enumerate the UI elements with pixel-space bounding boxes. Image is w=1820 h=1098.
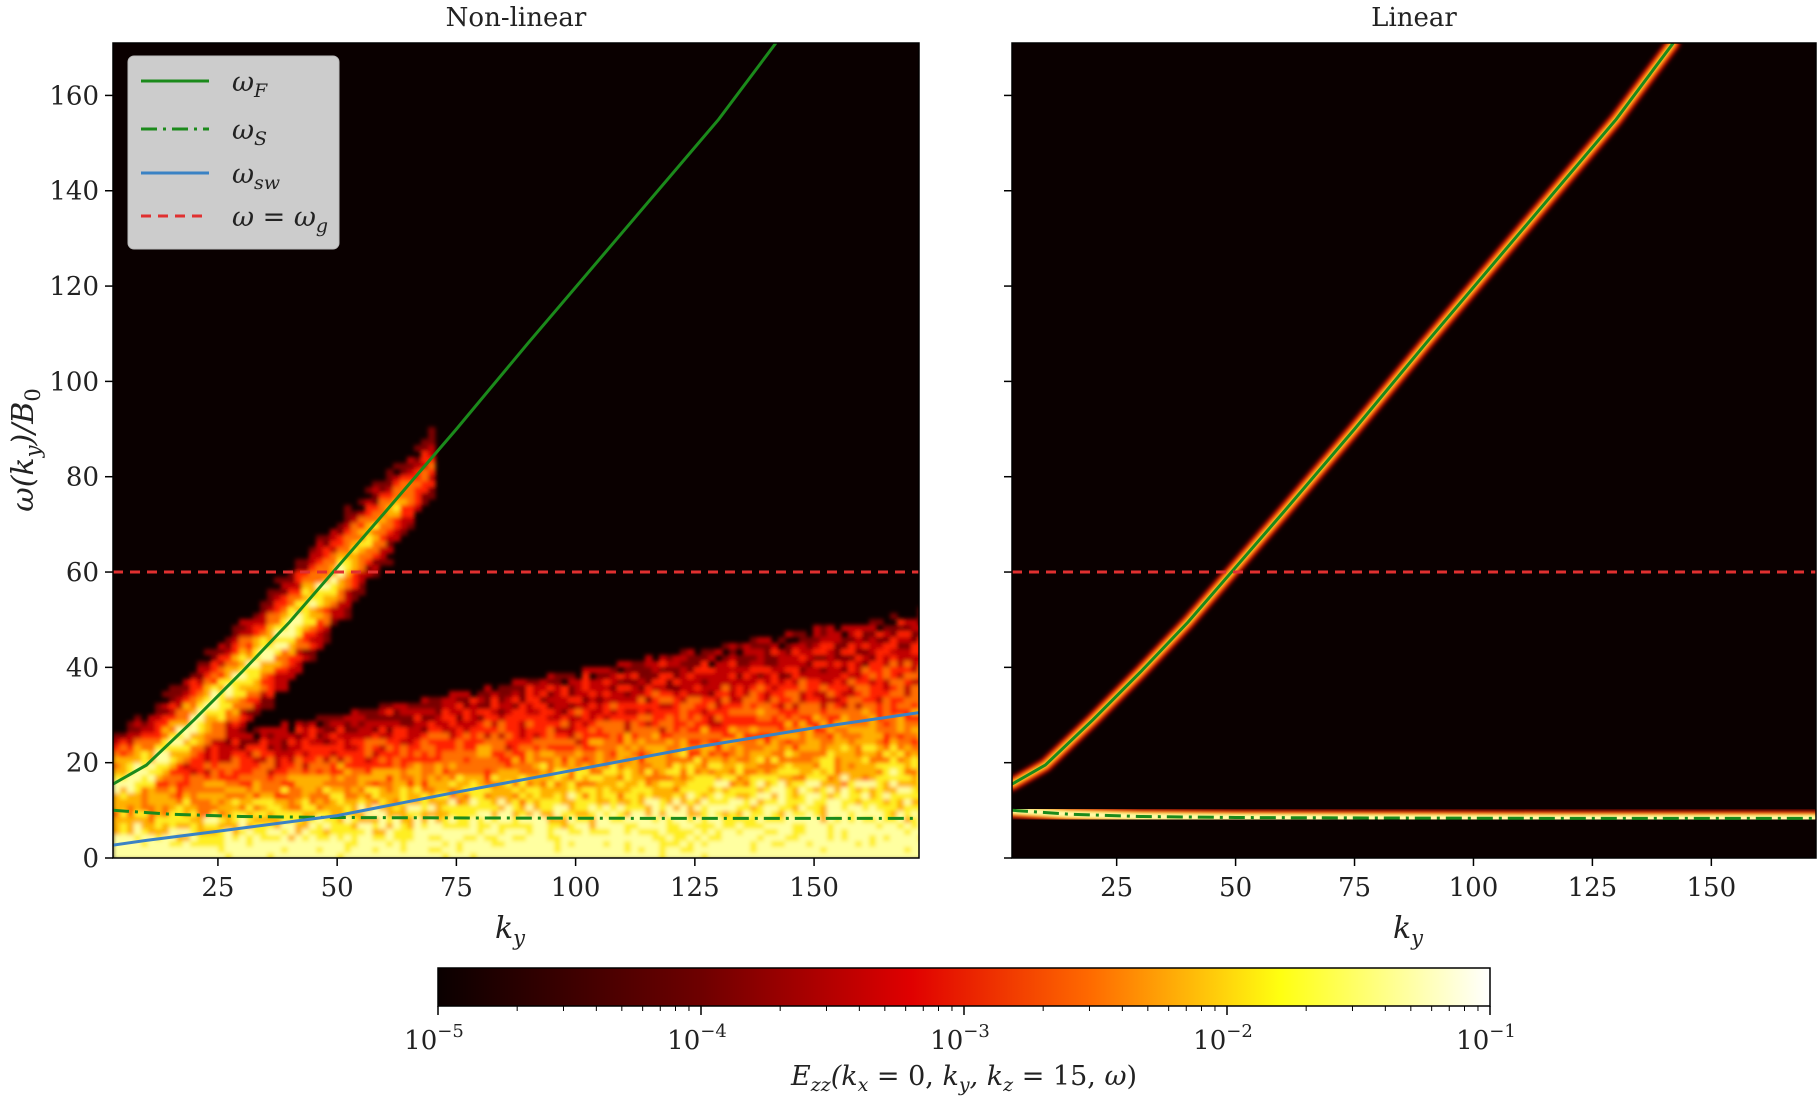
nonlinear-x-tick-label: 50	[321, 873, 354, 903]
colorbar-tick-label: 10−3	[930, 1021, 990, 1056]
nonlinear-omega-s-curve	[113, 808, 919, 820]
nonlinear-omega-f-curve	[113, 43, 778, 786]
colorbar: 10−5 10−4 10−3 10−2 10−1 Ezz(kx = 0, ky, kz …	[404, 967, 1516, 1096]
linear-x-tick-label: 150	[1687, 873, 1737, 903]
nonlinear-y-tick-label: 120	[49, 272, 99, 302]
legend-label-omega-g: ω = ωg	[232, 202, 328, 237]
linear-y-ticks	[1004, 94, 1012, 859]
nonlinear-x-tick-label: 75	[440, 873, 473, 903]
colorbar-tick-label: 10−5	[404, 1021, 464, 1056]
colorbar-label: Ezz(kx = 0, ky, kz = 15, ω)	[790, 1061, 1137, 1096]
colorbar-gradient	[437, 967, 1491, 1007]
nonlinear-x-tick-label: 25	[201, 873, 234, 903]
legend-box	[127, 55, 340, 250]
linear-omega-s-curve	[1012, 808, 1816, 820]
legend-entry-omega-g: ω = ωg	[141, 202, 328, 237]
legend: ωF ωS ωsw ω = ωg	[127, 55, 340, 250]
nonlinear-y-tick-label: 0	[82, 844, 99, 874]
nonlinear-y-tick-label: 100	[49, 367, 99, 397]
linear-x-tick-label: 125	[1568, 873, 1618, 903]
colorbar-tick-label: 10−4	[667, 1021, 727, 1056]
nonlinear-y-label: ω(ky)/B0	[6, 388, 45, 511]
nonlinear-plot-frame	[112, 42, 920, 859]
nonlinear-y-ticks: 0 20 40 60 80 100 120 140 160	[49, 81, 113, 874]
colorbar-tick-label: 10−1	[1456, 1021, 1516, 1056]
nonlinear-title: Non-linear	[446, 3, 587, 33]
linear-x-tick-label: 75	[1338, 873, 1371, 903]
colorbar-ticks: 10−5 10−4 10−3 10−2 10−1	[404, 1006, 1516, 1056]
linear-title: Linear	[1371, 3, 1457, 33]
nonlinear-y-tick-label: 60	[66, 558, 99, 588]
nonlinear-panel: Non-linear 25 50 75 100 125 150 0 20 40 60 80 100 1…	[6, 3, 920, 950]
nonlinear-x-label: ky	[495, 911, 526, 950]
linear-panel: Linear 25 50 75 100 125 150 ky	[1004, 3, 1817, 950]
nonlinear-x-tick-label: 100	[551, 873, 601, 903]
nonlinear-curves	[113, 43, 919, 847]
nonlinear-x-tick-label: 125	[670, 873, 720, 903]
linear-x-tick-label: 100	[1449, 873, 1499, 903]
linear-x-label: ky	[1393, 911, 1424, 950]
nonlinear-x-ticks: 25 50 75 100 125 150	[201, 858, 839, 903]
nonlinear-y-tick-label: 40	[66, 653, 99, 683]
linear-x-tick-label: 25	[1100, 873, 1133, 903]
nonlinear-y-tick-label: 140	[49, 177, 99, 207]
linear-x-tick-label: 50	[1219, 873, 1252, 903]
linear-plot-frame	[1011, 42, 1817, 859]
nonlinear-omega-sw-curve	[113, 711, 919, 847]
nonlinear-y-tick-label: 160	[49, 81, 99, 111]
linear-curves	[1012, 43, 1816, 820]
nonlinear-heatmap	[113, 427, 919, 858]
nonlinear-x-tick-label: 150	[789, 873, 839, 903]
linear-x-ticks: 25 50 75 100 125 150	[1100, 858, 1736, 903]
nonlinear-y-tick-label: 80	[66, 463, 99, 493]
colorbar-tick-label: 10−2	[1193, 1021, 1253, 1056]
nonlinear-y-tick-label: 20	[66, 749, 99, 779]
linear-plot-background	[1012, 43, 1816, 858]
linear-omega-f-curve	[1012, 43, 1675, 786]
